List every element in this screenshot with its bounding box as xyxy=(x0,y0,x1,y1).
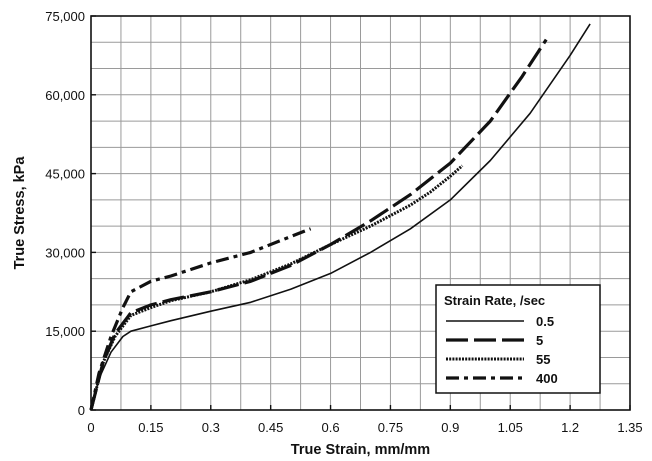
legend-label: 55 xyxy=(536,352,550,367)
y-tick-label: 75,000 xyxy=(45,9,85,24)
y-axis-title: True Stress, kPa xyxy=(12,156,28,270)
x-tick-label: 1.35 xyxy=(617,420,642,435)
series-line-400 xyxy=(89,227,312,411)
series-line-0-5 xyxy=(90,23,591,411)
series-lines xyxy=(89,23,591,411)
x-tick-label: 0.15 xyxy=(138,420,163,435)
series-line-55 xyxy=(89,164,464,411)
y-tick-label: 60,000 xyxy=(45,88,85,103)
x-tick-label: 0.6 xyxy=(322,420,340,435)
y-tick-label: 45,000 xyxy=(45,167,85,182)
y-tick-label: 15,000 xyxy=(45,324,85,339)
x-tick-label: 0.3 xyxy=(202,420,220,435)
y-tick-label: 30,000 xyxy=(45,245,85,260)
x-tick-label: 1.2 xyxy=(561,420,579,435)
x-tick-label: 0 xyxy=(87,420,94,435)
plot-frame xyxy=(90,15,631,411)
series-line-5 xyxy=(89,38,548,411)
x-axis-ticks: 0 0.15 0.3 0.45 0.6 0.75 0.9 1.05 1.2 1.35 xyxy=(87,405,643,435)
x-tick-label: 0.9 xyxy=(441,420,459,435)
legend-label: 0.5 xyxy=(536,314,554,329)
y-axis-ticks: 0 15,000 30,000 45,000 60,000 75,000 xyxy=(45,9,96,418)
x-tick-label: 0.75 xyxy=(378,420,403,435)
legend-label: 400 xyxy=(536,371,558,386)
y-tick-label: 0 xyxy=(78,403,85,418)
x-tick-label: 1.05 xyxy=(498,420,523,435)
x-tick-label: 0.45 xyxy=(258,420,283,435)
x-axis-title: True Strain, mm/mm xyxy=(291,442,430,458)
legend-label: 5 xyxy=(536,333,543,348)
legend-title: Strain Rate, /sec xyxy=(444,293,545,308)
